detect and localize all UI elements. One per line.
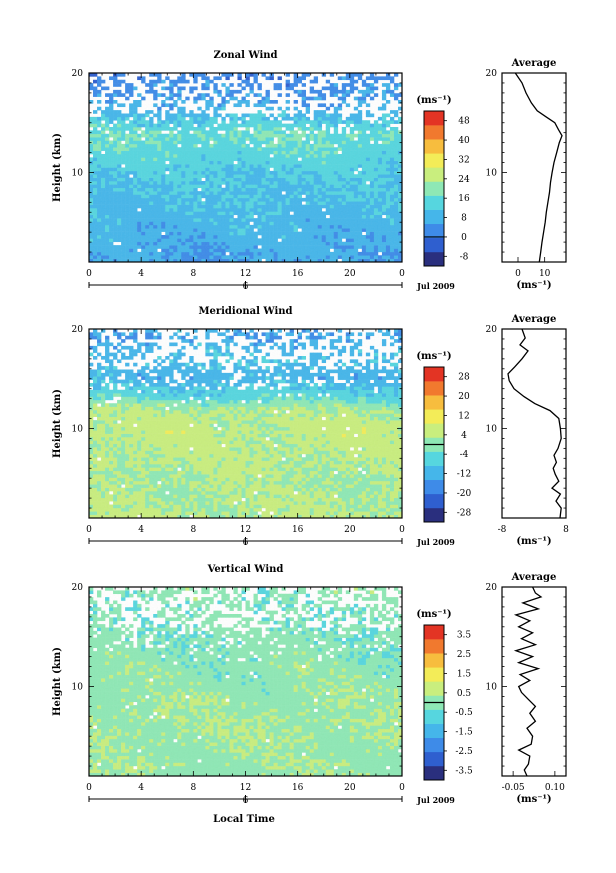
x-tick-label: 12 <box>240 269 251 279</box>
average-title: Average <box>511 58 557 69</box>
panel-title: Meridional Wind <box>198 306 292 317</box>
colorbar: -8 0 8 16 24 32 40 48 (ms⁻¹) <box>416 95 470 267</box>
colorbar-band <box>424 153 444 168</box>
colorbar-band <box>424 237 444 253</box>
x-ticks <box>88 72 403 263</box>
date-label: Jul 2009 <box>416 281 455 291</box>
colorbar-band <box>424 251 444 267</box>
colorbar-band <box>424 195 444 210</box>
colorbar-tick-label: 32 <box>458 155 469 165</box>
y-tick-label: 20 <box>72 69 84 79</box>
panel-title: Zonal Wind <box>213 50 277 61</box>
colorbar-band <box>424 125 444 140</box>
colorbar-unit: (ms⁻¹) <box>416 95 451 106</box>
average-x-tick-label: 0 <box>515 269 521 279</box>
colorbar-tick-label: 24 <box>458 175 470 185</box>
average-x-tick-label: 10 <box>539 269 551 279</box>
average-x-label: (ms⁻¹) <box>516 280 551 291</box>
colorbar-tick-label: 48 <box>458 117 470 127</box>
y-axis-label: Height (km) <box>52 133 63 202</box>
x-tick-label: 20 <box>344 269 356 279</box>
colorbar-band <box>424 223 444 239</box>
colorbar-frame <box>423 110 445 267</box>
colorbar-tick-label: 8 <box>461 214 467 224</box>
colorbar-band <box>424 111 444 126</box>
heatmap-texture <box>89 73 402 262</box>
x-tick-label: 8 <box>190 269 196 279</box>
colorbar-tick-label: -8 <box>460 252 469 262</box>
colorbar-band <box>424 209 444 225</box>
colorbar-tick-label: 16 <box>458 194 470 204</box>
x-tick-label: 4 <box>138 269 144 279</box>
x-tick-label: 0 <box>399 269 405 279</box>
average-y-tick-label: 20 <box>486 69 498 79</box>
y-tick-label: 10 <box>72 168 84 178</box>
colorbar-tick-label: 0 <box>461 233 467 243</box>
average-frame <box>501 72 567 263</box>
x-tick-label: 0 <box>86 269 92 279</box>
average-y-tick-label: 10 <box>486 168 498 178</box>
date-tick-label: 6 <box>243 282 249 292</box>
average-profile-line <box>514 72 563 263</box>
colorbar-band <box>424 139 444 154</box>
date-axis-ticks <box>88 281 403 289</box>
x-tick-label: 16 <box>292 269 304 279</box>
colorbar-tick-label: 40 <box>458 136 470 146</box>
colorbar-band <box>424 181 444 196</box>
colorbar-band <box>424 167 444 182</box>
